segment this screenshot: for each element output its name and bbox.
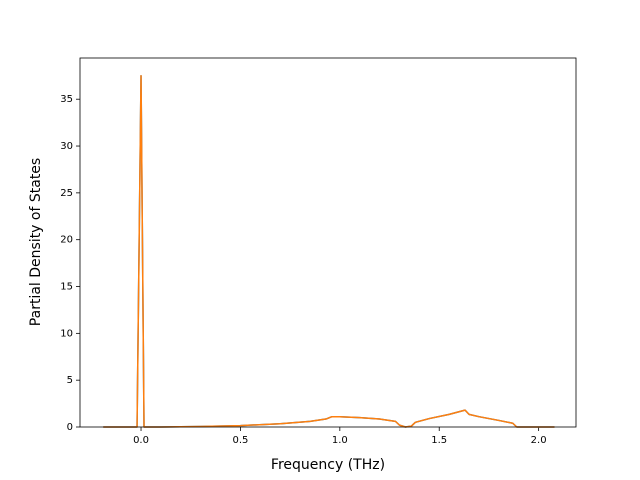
x-tick-label: 2.0 (531, 435, 547, 446)
y-tick-label: 0 (67, 422, 73, 433)
x-axis-label: Frequency (THz) (271, 457, 385, 473)
line-series (103, 75, 555, 428)
y-tick-label: 20 (60, 235, 73, 246)
x-tick-label: 1.5 (431, 435, 447, 446)
y-tick-label: 15 (60, 282, 73, 293)
x-tick-label: 0.0 (133, 435, 149, 446)
x-tick-label: 0.5 (232, 435, 248, 446)
y-axis-label: Partial Density of States (28, 158, 44, 326)
line-series (103, 75, 555, 428)
y-tick-label: 35 (60, 94, 73, 105)
y-tick-label: 30 (60, 141, 73, 152)
y-tick-label: 5 (67, 375, 73, 386)
plot-frame (79, 57, 577, 428)
y-tick-label: 25 (60, 188, 73, 199)
y-tick-label: 10 (60, 328, 73, 339)
x-tick-label: 1.0 (332, 435, 348, 446)
